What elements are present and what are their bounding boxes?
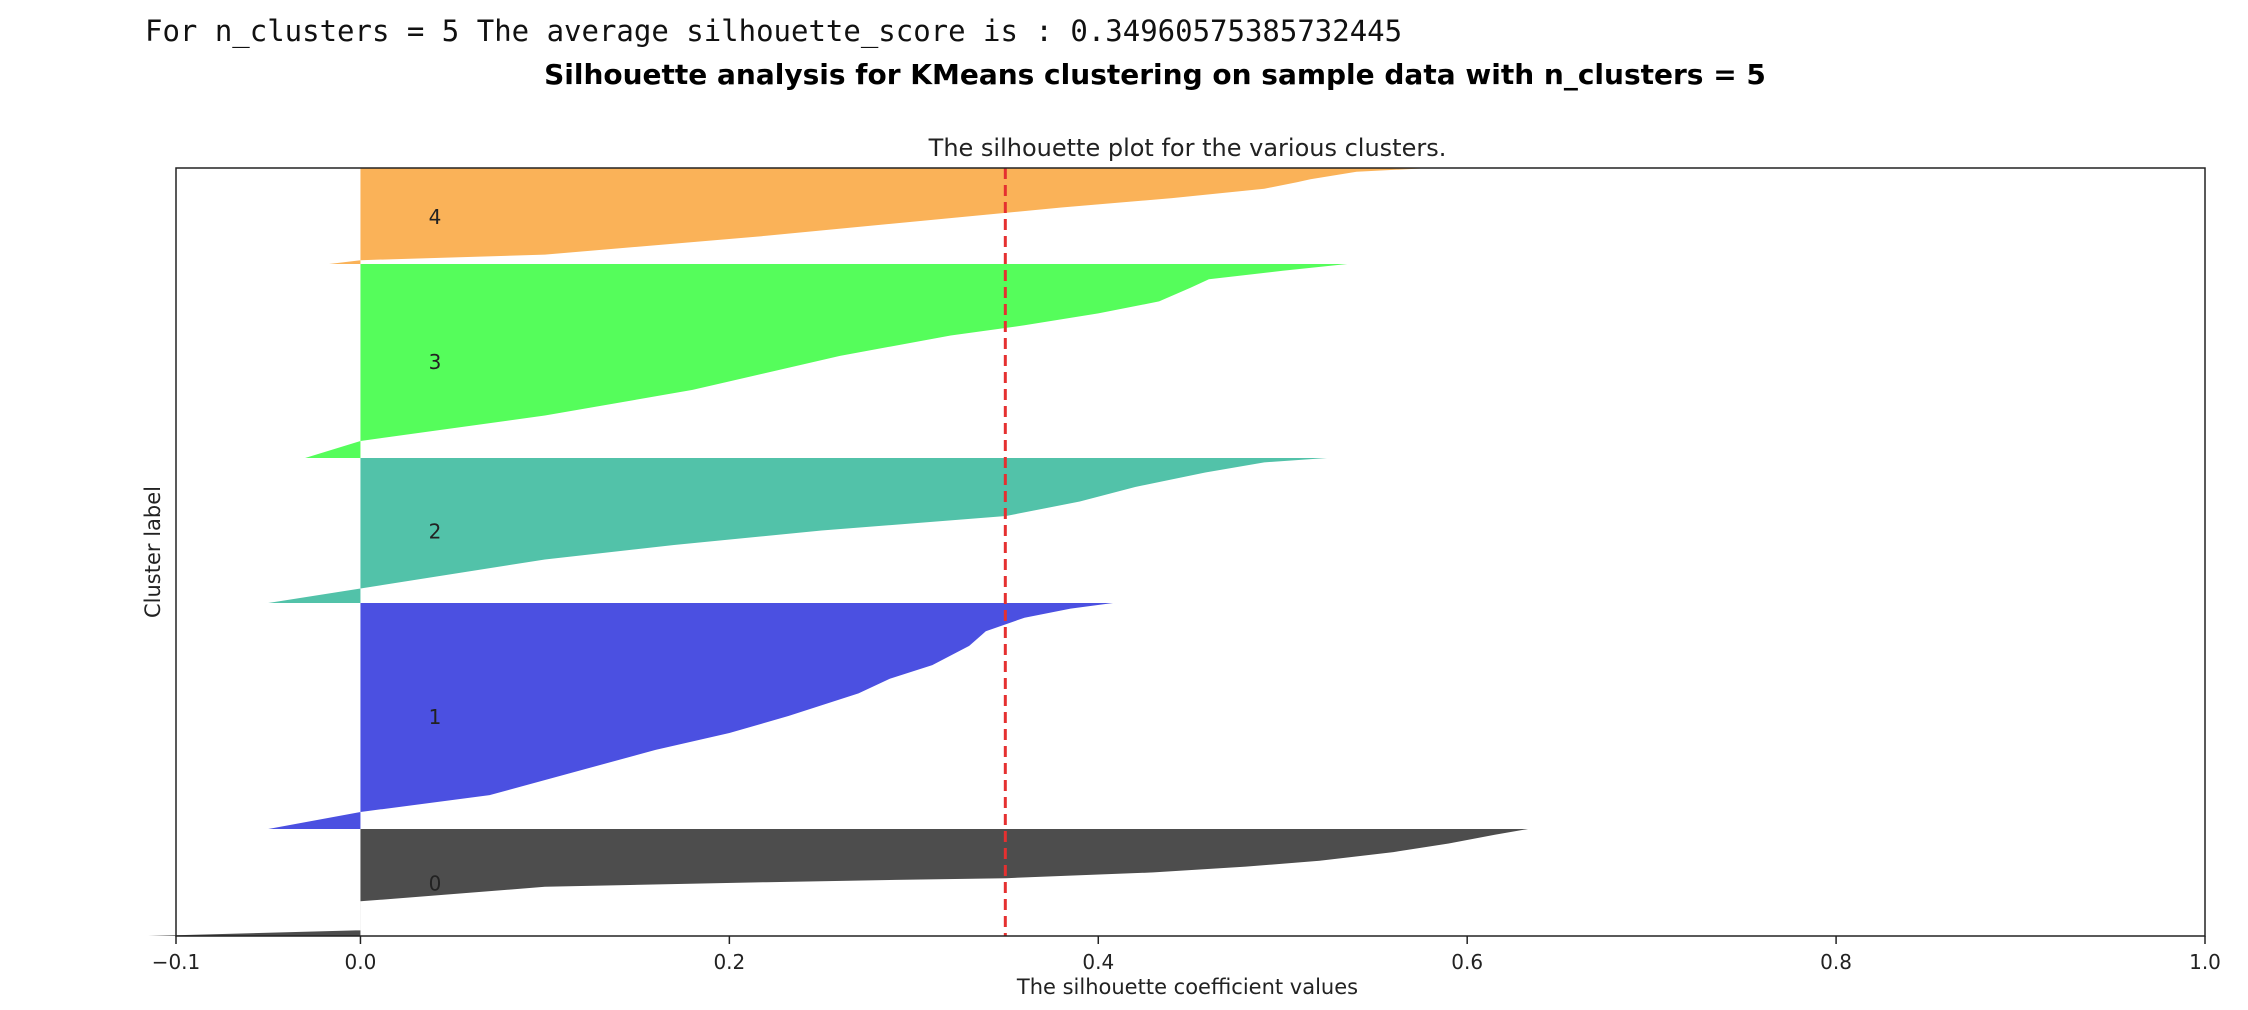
cluster-label-0: 0: [429, 872, 442, 896]
cluster-label-2: 2: [429, 520, 442, 544]
console-output: For n_clusters = 5 The average silhouett…: [145, 14, 1403, 48]
cluster-2-silhouette: [268, 458, 1328, 603]
cluster-4-silhouette: [329, 168, 1431, 264]
cluster-0-silhouette: [148, 829, 1529, 936]
x-tick-label: 0.2: [713, 950, 745, 974]
cluster-labels: 0 1 2 3 4: [429, 205, 442, 896]
y-axis-label: Cluster label: [141, 486, 165, 618]
x-tick-label: 0.0: [345, 950, 377, 974]
x-axis-label: The silhouette coefficient values: [1016, 975, 1358, 999]
cluster-label-1: 1: [429, 705, 442, 729]
x-tick-label: −0.1: [152, 950, 201, 974]
figure-suptitle: Silhouette analysis for KMeans clusterin…: [544, 58, 1766, 91]
cluster-label-3: 3: [429, 350, 442, 374]
x-axis-ticks: −0.1 0.0 0.2 0.4 0.6 0.8 1.0: [152, 936, 2221, 974]
x-tick-label: 0.8: [1820, 950, 1852, 974]
x-tick-label: 0.4: [1082, 950, 1114, 974]
cluster-1-silhouette: [268, 603, 1113, 829]
cluster-silhouettes: [148, 168, 1529, 936]
cluster-3-silhouette: [305, 264, 1348, 458]
plot-frame: [175, 167, 2206, 937]
x-tick-label: 0.6: [1451, 950, 1483, 974]
chart-title: The silhouette plot for the various clus…: [928, 134, 1447, 162]
cluster-label-4: 4: [429, 205, 442, 229]
x-tick-label: 1.0: [2189, 950, 2221, 974]
